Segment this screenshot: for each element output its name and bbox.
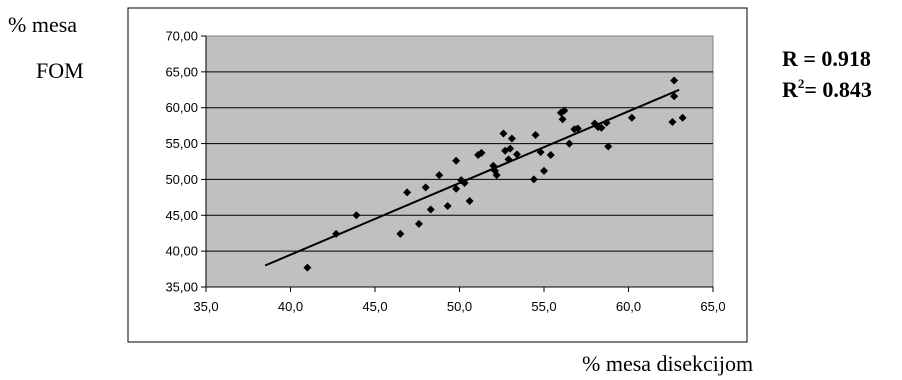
y-tick-label: 60,00 <box>165 100 198 115</box>
data-point <box>465 196 474 205</box>
r2-superscript: 2 <box>797 76 805 91</box>
y-axis-label-line2: FOM <box>36 58 84 83</box>
coefficient-r2: R2= 0.843 <box>782 76 872 103</box>
data-point <box>558 115 567 124</box>
data-point <box>668 118 677 127</box>
data-point <box>678 113 687 122</box>
data-point <box>426 205 435 214</box>
y-axis-label-line1: % mesa <box>8 12 78 37</box>
x-tick-label: 55,0 <box>531 299 556 314</box>
data-point <box>506 144 515 153</box>
y-tick-label: 50,00 <box>165 172 198 187</box>
data-point <box>303 263 312 272</box>
data-point <box>670 76 679 85</box>
data-point <box>546 151 555 160</box>
data-point <box>540 166 548 175</box>
data-point <box>443 201 452 210</box>
data-point <box>604 142 613 151</box>
data-point <box>512 150 521 159</box>
correlation-r: R = 0.918 <box>782 46 871 71</box>
data-point <box>396 229 405 238</box>
data-point <box>421 183 430 192</box>
x-axis-label: % mesa disekcijom <box>582 351 754 376</box>
data-point <box>627 113 636 122</box>
data-point <box>499 129 508 138</box>
y-tick-label: 70,00 <box>165 29 198 44</box>
plot-background <box>205 35 714 288</box>
data-point <box>602 118 611 127</box>
data-point <box>460 179 469 188</box>
x-tick-label: 35,0 <box>193 299 218 314</box>
y-tick-label: 40,00 <box>165 244 198 259</box>
y-tick-label: 55,00 <box>165 136 198 151</box>
data-point <box>670 92 679 101</box>
y-tick-label: 65,00 <box>165 64 198 79</box>
data-point <box>352 211 361 220</box>
data-point <box>573 124 582 133</box>
data-point <box>492 171 501 180</box>
data-point <box>560 106 569 115</box>
data-point <box>452 184 461 193</box>
data-point <box>477 148 486 157</box>
x-tick-label: 60,0 <box>616 299 641 314</box>
x-tick-label: 50,0 <box>447 299 472 314</box>
data-point <box>452 156 461 165</box>
data-point <box>597 123 606 132</box>
data-point <box>565 139 574 148</box>
data-point <box>507 134 516 143</box>
data-point <box>536 148 545 157</box>
data-point <box>435 171 444 180</box>
y-tick-label: 35,00 <box>165 280 198 295</box>
plot-area: 35,00 40,00 45,00 50,00 55,00 60,00 65,00 70,00… <box>165 29 725 315</box>
data-point <box>570 125 579 134</box>
data-point <box>504 155 513 164</box>
data-point <box>414 219 423 228</box>
data-point <box>594 123 603 132</box>
x-tick-label: 45,0 <box>362 299 387 314</box>
trendline <box>264 88 680 267</box>
data-point <box>529 175 538 184</box>
data-point <box>403 188 412 197</box>
x-tick-label: 65,0 <box>700 299 725 314</box>
x-tick-label: 40,0 <box>278 299 303 314</box>
y-tick-label: 45,00 <box>165 208 198 223</box>
r2-prefix: R <box>782 77 798 102</box>
r2-value: = 0.843 <box>804 77 872 102</box>
data-point <box>531 130 540 139</box>
data-point <box>332 229 341 238</box>
